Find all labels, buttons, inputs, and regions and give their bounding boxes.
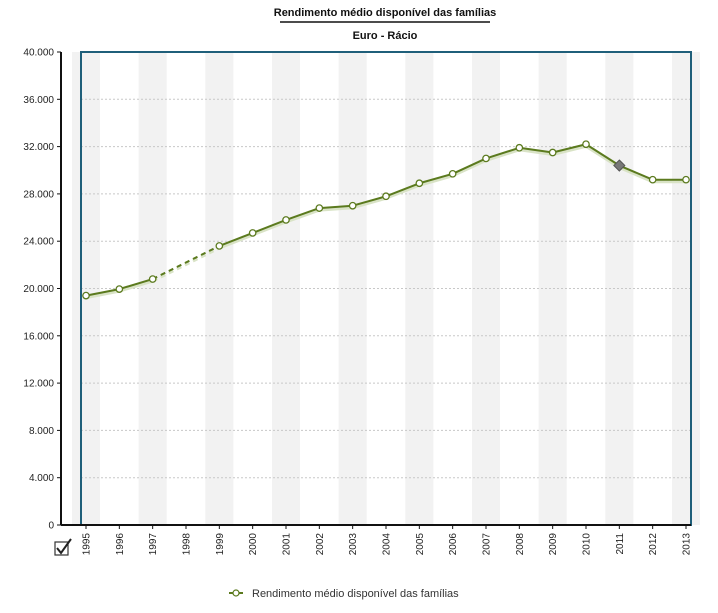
x-tick-label: 2001 bbox=[282, 533, 293, 556]
data-point bbox=[115, 285, 124, 293]
data-point bbox=[215, 242, 224, 250]
series-segment bbox=[618, 164, 654, 181]
y-tick-label: 40.000 bbox=[23, 48, 54, 59]
series-shadow-segment bbox=[218, 233, 254, 250]
data-point bbox=[82, 291, 90, 300]
data-point bbox=[148, 275, 157, 283]
data-point bbox=[682, 175, 690, 184]
series-segment bbox=[485, 146, 520, 160]
series-segment bbox=[519, 146, 553, 154]
y-tick-label: 12.000 bbox=[23, 379, 54, 390]
data-point bbox=[582, 140, 590, 149]
series-layer bbox=[82, 140, 690, 300]
series-shadow-segment bbox=[385, 183, 420, 200]
series-segment bbox=[319, 204, 353, 210]
data-point bbox=[315, 204, 324, 212]
series-shadow-segment bbox=[285, 208, 320, 224]
y-tick-label: 8.000 bbox=[29, 426, 54, 437]
x-tick-label: 2010 bbox=[582, 533, 593, 556]
x-tick-label: 2003 bbox=[348, 533, 359, 556]
chart-title-group: Rendimento médio disponível das famílias… bbox=[274, 7, 497, 42]
highlight-point bbox=[613, 159, 626, 172]
series-shadow-segment bbox=[319, 206, 353, 212]
data-point bbox=[548, 148, 557, 157]
series-shadow-segment bbox=[352, 196, 387, 210]
x-tick-label: 2000 bbox=[248, 533, 259, 556]
series-shadow-segment bbox=[252, 220, 287, 237]
series-segment bbox=[119, 278, 153, 291]
series-segment bbox=[85, 288, 120, 297]
checkmark-box-icon[interactable] bbox=[54, 538, 72, 556]
x-tick-label: 2007 bbox=[482, 533, 493, 556]
x-tick-label: 2012 bbox=[648, 533, 659, 556]
x-tick-label: 2004 bbox=[382, 533, 393, 556]
x-tick-label: 2013 bbox=[682, 533, 693, 556]
y-tick-label: 24.000 bbox=[23, 237, 54, 248]
y-tick-label: 32.000 bbox=[23, 142, 54, 153]
series-shadow-segment bbox=[418, 174, 454, 187]
series-segment bbox=[218, 231, 254, 247]
y-tick-label: 0 bbox=[48, 521, 54, 532]
data-point bbox=[482, 154, 490, 163]
series-segment bbox=[452, 157, 487, 175]
x-axis: 1995 1996 1997 1998 1999 2000 2001 2002 2003 2004… bbox=[61, 524, 693, 556]
series-shadow-segment bbox=[585, 144, 621, 169]
series-segment bbox=[552, 143, 587, 154]
y-tick-label: 20.000 bbox=[23, 284, 54, 295]
x-tick-label: 2005 bbox=[415, 533, 426, 556]
x-tick-label: 2002 bbox=[315, 533, 326, 556]
data-point bbox=[415, 179, 424, 188]
y-axis: 0 4.000 8.000 12.000 16.000 20.000 24.000 28.00… bbox=[23, 48, 62, 532]
y-tick-label: 28.000 bbox=[23, 189, 54, 200]
x-tick-label: 2008 bbox=[515, 533, 526, 556]
series-segment bbox=[285, 207, 320, 221]
chart-title: Rendimento médio disponível das famílias bbox=[274, 7, 497, 19]
x-tick-label: 1999 bbox=[215, 533, 226, 556]
series-shadow-segment bbox=[151, 246, 221, 283]
series-shadow-segment bbox=[452, 159, 487, 178]
series-segment bbox=[252, 218, 287, 234]
series-segment bbox=[585, 143, 620, 167]
data-point bbox=[282, 216, 290, 224]
data-point bbox=[448, 169, 457, 178]
x-tick-label: 1995 bbox=[82, 533, 93, 556]
legend[interactable]: Rendimento médio disponível das famílias bbox=[229, 588, 459, 600]
series-segment bbox=[385, 182, 420, 198]
grid-lines bbox=[81, 51, 691, 479]
x-tick-label: 2011 bbox=[615, 533, 626, 555]
data-point bbox=[348, 201, 357, 210]
y-tick-label: 36.000 bbox=[23, 95, 54, 106]
x-tick-label: 2009 bbox=[548, 533, 559, 556]
legend-label: Rendimento médio disponível das famílias bbox=[252, 588, 459, 600]
y-tick-label: 16.000 bbox=[23, 331, 54, 342]
series-shadow-segment bbox=[118, 279, 154, 293]
series-gap-segment bbox=[152, 245, 220, 280]
y-tick-label: 4.000 bbox=[29, 473, 54, 484]
series-segment bbox=[419, 172, 453, 185]
chart-subtitle: Euro - Rácio bbox=[353, 30, 418, 42]
series-shadow-segment bbox=[85, 289, 120, 300]
series-segment bbox=[352, 195, 387, 207]
data-point bbox=[248, 229, 257, 237]
series-shadow-segment bbox=[485, 148, 520, 162]
x-tick-label: 2006 bbox=[448, 533, 459, 556]
x-tick-label: 1996 bbox=[115, 533, 126, 556]
x-tick-label: 1997 bbox=[148, 533, 159, 556]
series-shadow-segment bbox=[618, 166, 654, 184]
data-point bbox=[648, 175, 657, 184]
series-shadow-segment bbox=[552, 144, 587, 156]
x-tick-label: 1998 bbox=[182, 533, 193, 556]
series-shadow-segment bbox=[519, 148, 553, 156]
legend-marker bbox=[232, 589, 240, 597]
data-point bbox=[382, 192, 390, 201]
data-point bbox=[515, 143, 524, 152]
